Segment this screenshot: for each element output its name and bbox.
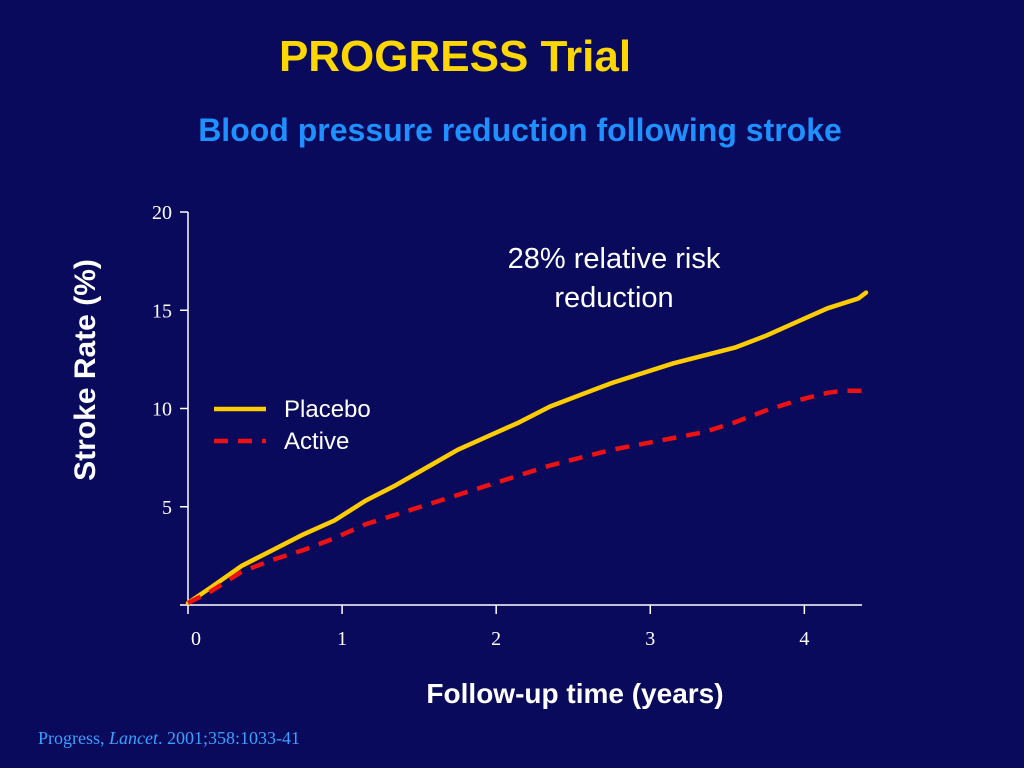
slide-subtitle: Blood pressure reduction following strok… [198, 112, 842, 148]
citation-author: Progress, [38, 728, 109, 748]
x-tick-label: 4 [799, 628, 809, 650]
legend-label-active: Active [284, 428, 349, 455]
y-tick-label: 15 [152, 300, 172, 322]
y-tick-label: 5 [162, 497, 172, 519]
chart-legend: Placebo Active [214, 396, 371, 455]
series-line-active [186, 388, 866, 606]
x-tick-label: 3 [645, 628, 655, 650]
x-tick-label: 0 [191, 628, 201, 650]
chart-axes: 5 10 15 20 0 1 2 3 4 [152, 202, 862, 650]
y-axis-label: Stroke Rate (%) [69, 259, 102, 481]
legend-label-placebo: Placebo [284, 396, 371, 423]
series-line-placebo [185, 290, 869, 606]
x-tick-label: 1 [337, 628, 347, 650]
x-tick-label: 2 [491, 628, 501, 650]
annotation-line-2: reduction [554, 282, 673, 314]
annotation-line-1: 28% relative risk [508, 243, 721, 275]
y-tick-label: 20 [152, 202, 172, 224]
slide-title: PROGRESS Trial [278, 32, 632, 81]
y-tick-label: 10 [152, 399, 172, 421]
citation-details: . 2001;358:1033-41 [158, 728, 300, 748]
citation: Progress, Lancet. 2001;358:1033-41 [38, 728, 300, 749]
chart-series [185, 290, 869, 606]
x-axis-label: Follow-up time (years) [426, 678, 723, 709]
citation-journal: Lancet [109, 728, 158, 748]
